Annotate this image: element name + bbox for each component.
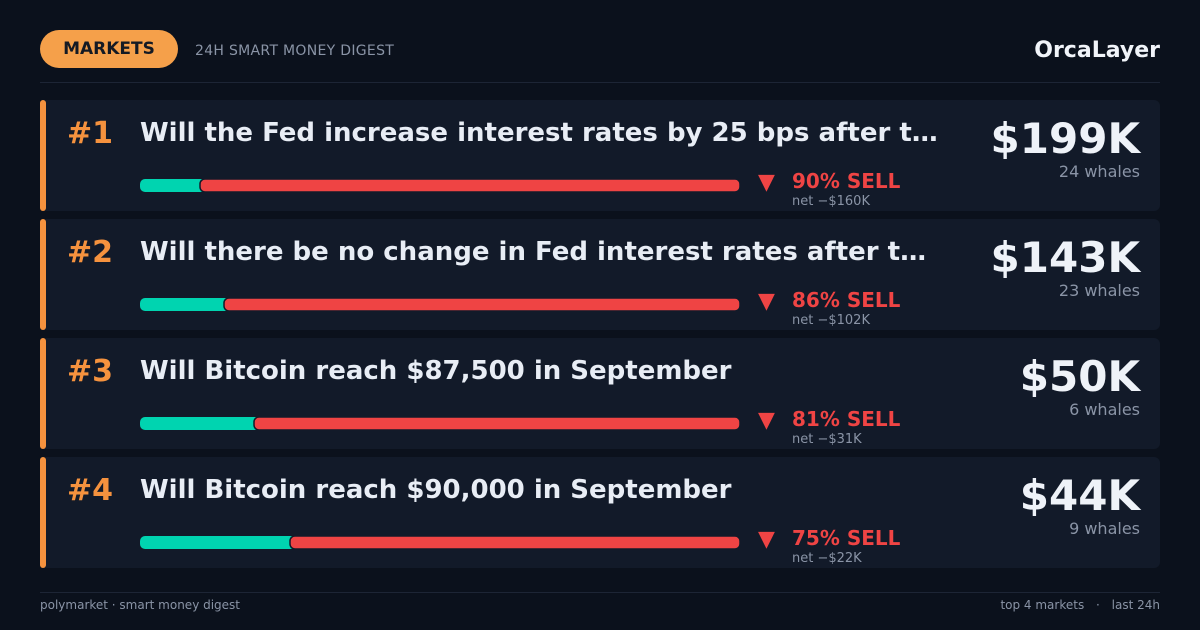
badge: MARKETS [40, 30, 178, 68]
flow-bar [140, 298, 740, 311]
accent [40, 457, 46, 568]
accent [40, 219, 46, 330]
volume: $50K [1019, 352, 1140, 401]
question: Will there be no change in Fed interest … [140, 237, 927, 267]
accent [40, 100, 46, 211]
market-card: #1 Will the Fed increase interest rates b… [40, 100, 1160, 211]
rank: #3 [67, 354, 114, 389]
question: Will Bitcoin reach $90,000 in September [140, 475, 732, 505]
separator: · [1092, 598, 1104, 612]
footer-count: top 4 markets [1000, 598, 1085, 612]
sell-bar [289, 536, 740, 549]
sell-bar [223, 298, 740, 311]
flow-bar [140, 179, 740, 192]
footer-window: last 24h [1111, 598, 1160, 612]
flow-bar [140, 417, 740, 430]
flow-bar [140, 536, 740, 549]
sell-label: 86% SELL [792, 288, 901, 312]
volume: $143K [990, 233, 1140, 282]
rank: #2 [67, 235, 114, 270]
accent [40, 338, 46, 449]
volume: $199K [990, 114, 1140, 163]
rank: #1 [67, 116, 114, 151]
sell-label: 81% SELL [792, 407, 901, 431]
sell-label: 90% SELL [792, 169, 901, 193]
sell-bar [199, 179, 740, 192]
sell-icon: ▼ [758, 527, 775, 552]
volume: $44K [1019, 471, 1140, 520]
question: Will the Fed increase interest rates by … [140, 118, 938, 148]
whales: 24 whales [1058, 162, 1140, 181]
whales: 9 whales [1069, 519, 1140, 538]
sell-icon: ▼ [758, 170, 775, 195]
divider [40, 592, 1160, 593]
footer-right: top 4 markets · last 24h [1000, 598, 1160, 612]
market-card: #3 Will Bitcoin reach $87,500 in Septembe… [40, 338, 1160, 449]
rank: #4 [67, 473, 114, 508]
net-flow: net −$160K [792, 194, 870, 209]
market-card: #4 Will Bitcoin reach $90,000 in Septembe… [40, 457, 1160, 568]
sell-icon: ▼ [758, 408, 775, 433]
sell-label: 75% SELL [792, 526, 901, 550]
market-card: #2 Will there be no change in Fed interes… [40, 219, 1160, 330]
sell-icon: ▼ [758, 289, 775, 314]
net-flow: net −$31K [792, 432, 862, 447]
footer-left: polymarket · smart money digest [40, 598, 241, 612]
whales: 6 whales [1069, 400, 1140, 419]
net-flow: net −$22K [792, 551, 862, 566]
question: Will Bitcoin reach $87,500 in September [140, 356, 732, 386]
net-flow: net −$102K [792, 313, 870, 328]
subtitle: 24H SMART MONEY DIGEST [195, 43, 395, 59]
sell-bar [253, 417, 740, 430]
divider [40, 82, 1160, 83]
whales: 23 whales [1058, 281, 1140, 300]
brand: OrcaLayer [1034, 38, 1160, 63]
